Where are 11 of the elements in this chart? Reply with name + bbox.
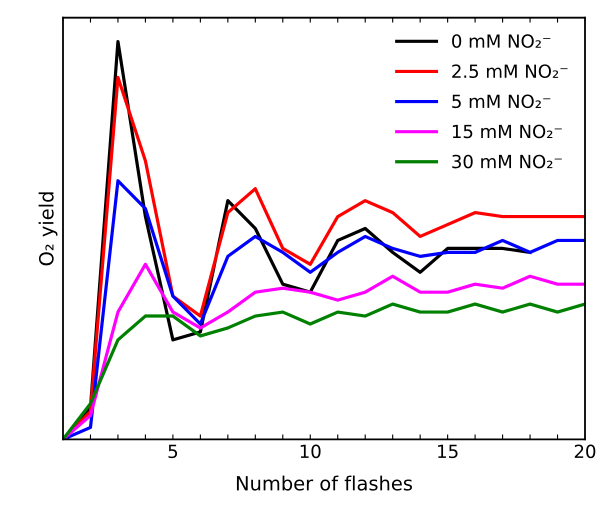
legend-label: 0 mM NO₂⁻ xyxy=(452,34,550,48)
x-tick-label: 15 xyxy=(438,444,458,458)
x-tick-label: 20 xyxy=(574,444,596,458)
y-axis-title: O₂ yield xyxy=(38,192,58,266)
legend-label: 2.5 mM NO₂⁻ xyxy=(452,64,568,78)
x-axis-title: Number of flashes xyxy=(236,476,412,491)
legend-label: 5 mM NO₂⁻ xyxy=(452,94,550,108)
legend-label: 15 mM NO₂⁻ xyxy=(452,124,562,138)
x-tick-label: 10 xyxy=(300,444,321,458)
legend-label: 30 mM NO₂⁻ xyxy=(452,154,562,168)
x-tick-label: 5 xyxy=(168,444,178,458)
